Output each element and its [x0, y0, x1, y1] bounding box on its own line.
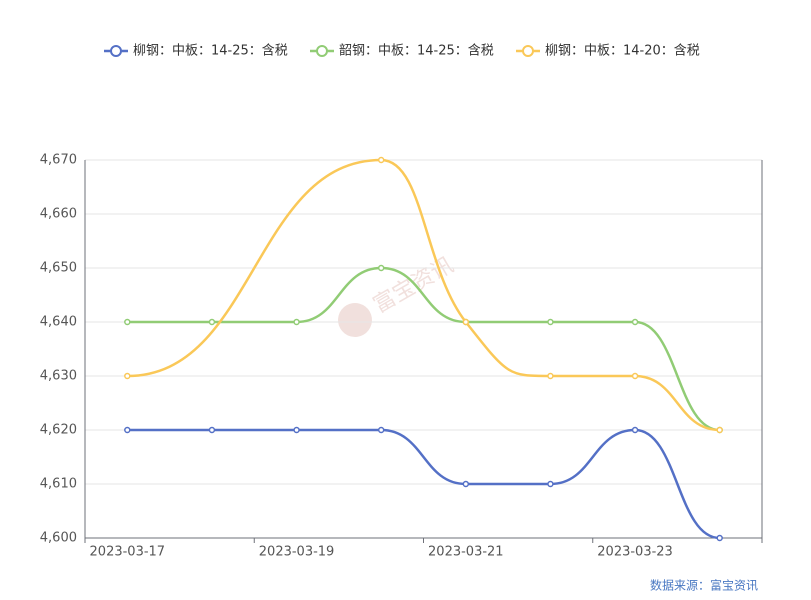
x-tick-label: 2023-03-21	[428, 545, 504, 560]
data-point	[377, 264, 385, 272]
data-point	[293, 426, 300, 434]
data-point	[208, 426, 216, 434]
y-tick-label: 4,640	[40, 315, 77, 330]
data-point	[208, 318, 216, 326]
data-point	[716, 534, 723, 542]
y-tick-label: 4,620	[40, 423, 77, 438]
data-point	[716, 426, 723, 434]
y-tick-label: 4,650	[40, 261, 77, 276]
legend-label: 韶钢：中板：14-25：含税	[339, 43, 494, 59]
legend-label: 柳钢：中板：14-25：含税	[133, 43, 288, 59]
data-point	[124, 426, 131, 434]
data-point	[547, 480, 554, 488]
y-tick-label: 4,600	[40, 531, 77, 546]
data-point	[377, 426, 385, 434]
data-point	[547, 372, 554, 380]
legend-marker	[110, 45, 122, 57]
y-tick-label: 4,670	[40, 153, 77, 168]
legend-label: 柳钢：中板：14-20：含税	[545, 43, 700, 59]
data-point	[124, 318, 131, 326]
y-tick-label: 4,610	[40, 477, 77, 492]
x-tick-label: 2023-03-23	[597, 545, 673, 560]
data-point	[462, 480, 470, 488]
watermark-logo	[338, 303, 372, 337]
data-point	[631, 372, 639, 380]
data-point	[377, 156, 385, 164]
legend-marker	[522, 45, 534, 57]
data-point	[293, 318, 300, 326]
data-point	[124, 372, 131, 380]
x-tick-label: 2023-03-19	[259, 545, 335, 560]
legend-item: 柳钢：中板：14-20：含税	[516, 43, 700, 59]
x-tick-label: 2023-03-17	[90, 545, 166, 560]
legend-item: 韶钢：中板：14-25：含税	[310, 43, 494, 59]
data-point	[547, 318, 554, 326]
data-point	[631, 318, 639, 326]
y-tick-label: 4,660	[40, 207, 77, 222]
data-point	[462, 318, 470, 326]
source-note: 数据来源：富宝资讯	[650, 578, 758, 593]
legend-item: 柳钢：中板：14-25：含税	[104, 43, 288, 59]
y-tick-label: 4,630	[40, 369, 77, 384]
legend-marker	[316, 45, 328, 57]
watermark: 富宝资讯	[338, 253, 458, 337]
data-point	[631, 426, 639, 434]
